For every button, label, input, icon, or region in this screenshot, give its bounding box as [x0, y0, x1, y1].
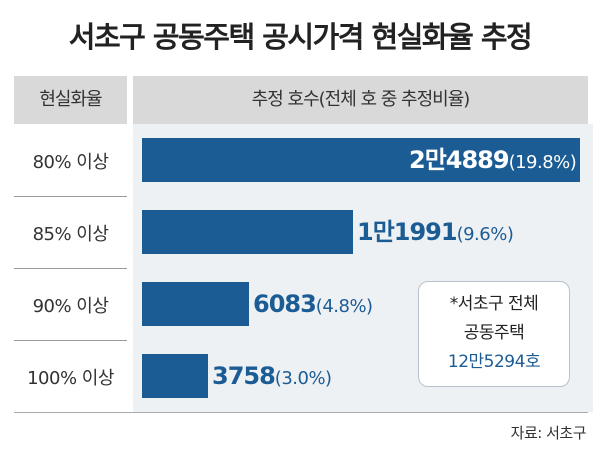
note-line-1: *서초구 전체: [449, 294, 539, 314]
value-percent: (4.8%): [315, 296, 373, 317]
header-realization-rate: 현실화율: [14, 76, 127, 124]
bottom-rule: [14, 412, 588, 413]
value-number: 1만1991: [357, 218, 458, 246]
row-divider: [14, 268, 127, 269]
row-divider: [14, 340, 127, 341]
bar-value-label: 6083(4.8%): [253, 282, 373, 326]
category-label: 85% 이상: [32, 224, 109, 245]
bar-value-label: 2만4889(19.8%): [409, 138, 577, 182]
value-percent: (3.0%): [274, 368, 332, 389]
value-number: 3758: [212, 362, 276, 390]
source-label: 자료: 서초구: [510, 424, 587, 442]
note-line-3: 12만5294호: [447, 352, 541, 372]
header-estimated-units: 추정 호수(전체 호 중 추정비율): [133, 76, 588, 124]
bar: [142, 282, 249, 326]
bar: [142, 138, 580, 182]
table-header: 현실화율 추정 호수(전체 호 중 추정비율): [0, 76, 600, 124]
value-percent: (9.6%): [456, 224, 514, 245]
value-number: 2만4889: [409, 146, 510, 174]
chart-title: 서초구 공동주택 공시가격 현실화율 추정: [68, 20, 533, 54]
bar-value-label: 3758(3.0%): [212, 354, 332, 398]
category-label: 100% 이상: [27, 368, 114, 389]
bar: [142, 210, 353, 254]
value-percent: (19.8%): [508, 152, 577, 173]
category-label: 80% 이상: [32, 152, 109, 173]
total-note-box: *서초구 전체 공동주택 12만5294호: [418, 281, 570, 387]
note-line-2: 공동주택: [463, 323, 525, 343]
bar: [142, 354, 208, 398]
row-divider: [14, 196, 127, 197]
value-number: 6083: [253, 290, 317, 318]
bar-value-label: 1만1991(9.6%): [357, 210, 514, 254]
category-label: 90% 이상: [32, 296, 109, 317]
